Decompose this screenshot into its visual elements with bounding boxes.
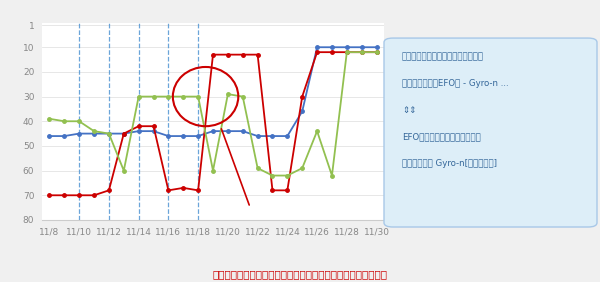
Text: ⇕⇕: ⇕⇕	[402, 106, 416, 115]
Text: 劇的に改善｜ Gyro-n[ジャイロン]: 劇的に改善｜ Gyro-n[ジャイロン]	[402, 159, 497, 168]
Text: ォーム最適化（EFO） - Gyro-n ...: ォーム最適化（EFO） - Gyro-n ...	[402, 79, 509, 88]
Text: 検索結果ページの入れ替わりが発生したタイミングをお知らせ: 検索結果ページの入れ替わりが発生したタイミングをお知らせ	[212, 269, 388, 279]
Text: EFO簡単導入でフォーム離脱を: EFO簡単導入でフォーム離脱を	[402, 133, 481, 142]
Text: コンバージョン改善にエントリーフ: コンバージョン改善にエントリーフ	[402, 52, 484, 61]
Legend: Google, Yahoo! JAPAN, Google (スマホ検索): Google, Yahoo! JAPAN, Google (スマホ検索)	[65, 280, 361, 282]
